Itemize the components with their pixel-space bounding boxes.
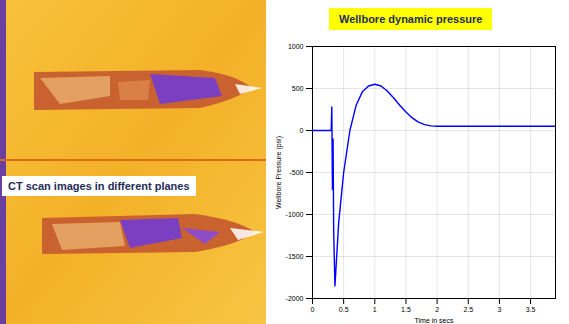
svg-text:3: 3 bbox=[497, 306, 501, 313]
svg-text:2.5: 2.5 bbox=[463, 306, 473, 313]
svg-text:0.5: 0.5 bbox=[339, 306, 349, 313]
svg-text:1000: 1000 bbox=[288, 43, 304, 50]
svg-text:-1500: -1500 bbox=[286, 253, 304, 260]
svg-text:Time in secs: Time in secs bbox=[414, 317, 454, 324]
svg-text:-2000: -2000 bbox=[286, 295, 304, 302]
svg-text:-500: -500 bbox=[289, 169, 303, 176]
svg-text:0: 0 bbox=[300, 127, 304, 134]
html-text:Wellbore dynamic pressure: Wellbore dynamic pressure bbox=[339, 13, 483, 25]
svg-text:1.5: 1.5 bbox=[401, 306, 411, 313]
svg-text:1: 1 bbox=[373, 306, 377, 313]
svg-text:Wellbore Pressure (psi): Wellbore Pressure (psi) bbox=[275, 136, 283, 209]
svg-text:3.5: 3.5 bbox=[526, 306, 536, 313]
html-text:CT scan images in different pl: CT scan images in different planes bbox=[8, 180, 190, 192]
svg-text:500: 500 bbox=[292, 85, 304, 92]
svg-text:0: 0 bbox=[311, 306, 315, 313]
svg-text:-1000: -1000 bbox=[286, 211, 304, 218]
svg-text:2: 2 bbox=[435, 306, 439, 313]
